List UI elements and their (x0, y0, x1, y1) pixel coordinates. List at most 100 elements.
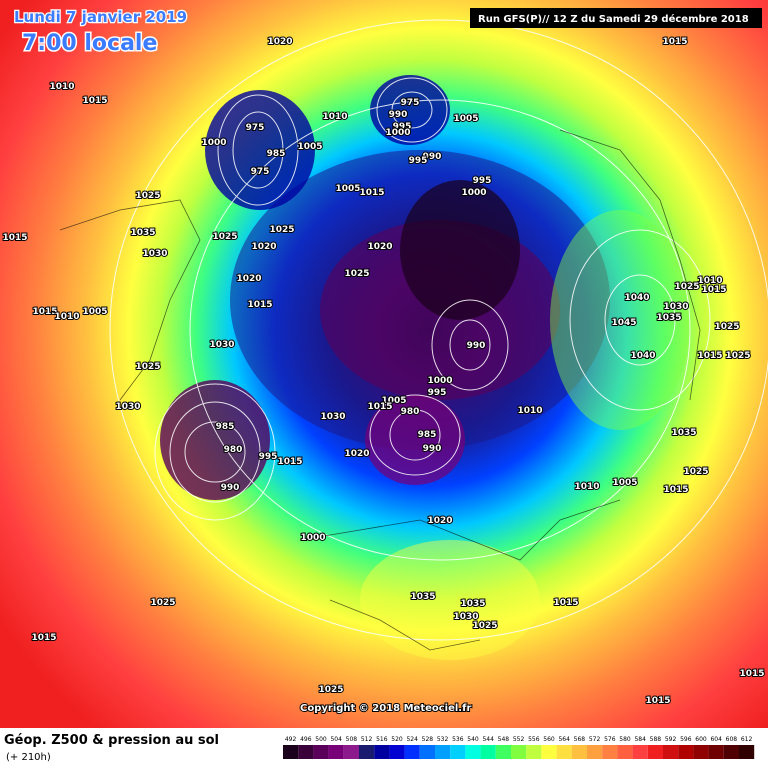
isobar-label: 1020 (344, 449, 369, 459)
colorbar-swatch (556, 745, 572, 759)
isobar-label: 1010 (49, 82, 74, 92)
low (160, 380, 270, 500)
colorbar-swatch (678, 745, 694, 759)
isobar-label: 990 (423, 152, 442, 162)
isobar-label: 1015 (645, 696, 670, 706)
colorbar-swatch (739, 745, 755, 759)
isobar-label: 1035 (671, 428, 696, 438)
isobar-label: 1030 (453, 612, 478, 622)
isobar-label: 1000 (427, 376, 452, 386)
isobar-label: 1045 (611, 318, 636, 328)
colorbar-swatch (647, 745, 663, 759)
colorbar-swatch (617, 745, 633, 759)
colorbar-label: 544 (482, 736, 494, 743)
colorbar-swatch (435, 745, 451, 759)
isobar-label: 1005 (297, 142, 322, 152)
isobar-label: 1040 (624, 293, 649, 303)
colorbar-swatch (708, 745, 724, 759)
colorbar-swatch (587, 745, 603, 759)
colorbar-swatch (571, 745, 587, 759)
isobar-label: 1030 (209, 340, 234, 350)
colorbar-swatch (419, 745, 435, 759)
isobar-label: 1030 (663, 302, 688, 312)
isobar-label: 1020 (267, 37, 292, 47)
isobar-label: 985 (418, 430, 437, 440)
colorbar-label: 496 (300, 736, 312, 743)
colorbar-label: 500 (315, 736, 327, 743)
isobar-label: 1005 (335, 184, 360, 194)
colorbar-label: 504 (330, 736, 342, 743)
isobar-label: 1025 (472, 621, 497, 631)
subtitle: 7:00 locale (22, 31, 157, 56)
isobar-label: 1015 (2, 233, 27, 243)
colorbar-label: 560 (543, 736, 555, 743)
colorbar-swatch (404, 745, 420, 759)
colorbar-label: 564 (558, 736, 570, 743)
colorbar-label: 580 (619, 736, 631, 743)
low (205, 90, 315, 210)
coastlines (59, 129, 701, 651)
isobar-label: 1020 (236, 274, 261, 284)
isobar-label: 1035 (460, 599, 485, 609)
isobar-label: 1025 (318, 685, 343, 695)
isobar-label: 975 (401, 98, 420, 108)
isobar-label: 1010 (517, 406, 542, 416)
ridge (360, 540, 540, 660)
copyright: Copyright © 2018 Meteociel.fr (300, 703, 471, 714)
colorbar-swatch (328, 745, 344, 759)
isobar-label: 1000 (300, 533, 325, 543)
isobar-label: 1000 (461, 188, 486, 198)
colorbar-label: 584 (634, 736, 646, 743)
colorbar-label: 592 (665, 736, 677, 743)
colorbar-label: 516 (376, 736, 388, 743)
isobar-label: 990 (389, 110, 408, 120)
colorbar-swatch (495, 745, 511, 759)
isobar-label: 1010 (54, 312, 79, 322)
colorbar-swatch (283, 745, 299, 759)
isobar-label: 1015 (32, 307, 57, 317)
isobar-label: 1035 (410, 592, 435, 602)
isobar-label: 1025 (344, 269, 369, 279)
colorbar-label: 604 (710, 736, 722, 743)
isobar-label: 975 (251, 167, 270, 177)
colorbar-label: 568 (574, 736, 586, 743)
isobar-label: 1025 (150, 598, 175, 608)
isobar-label: 1010 (697, 276, 722, 286)
isobar-label: 980 (401, 407, 420, 417)
colorbar-swatch (450, 745, 466, 759)
colorbar-swatch (389, 745, 405, 759)
isobar-label: 1020 (251, 242, 276, 252)
isobar-label: 990 (221, 483, 240, 493)
colorbar-label: 556 (528, 736, 540, 743)
isobar-label: 1005 (612, 478, 637, 488)
isobar-label: 1015 (553, 598, 578, 608)
colorbar-label: 548 (498, 736, 510, 743)
isobar-label: 1015 (359, 188, 384, 198)
isobar-label: 1015 (82, 96, 107, 106)
colorbar-label: 524 (406, 736, 418, 743)
isobar-label: 1010 (574, 482, 599, 492)
isobar-label: 1015 (247, 300, 272, 310)
footer-title: Géop. Z500 & pression au sol (4, 733, 219, 748)
title: Lundi 7 janvier 2019 (14, 8, 187, 26)
colorbar-swatch (663, 745, 679, 759)
colorbar-label: 572 (589, 736, 601, 743)
isobar-label: 995 (473, 176, 492, 186)
isobars (109, 19, 768, 641)
isobar-label: 1030 (142, 249, 167, 259)
isobar-label: 995 (259, 452, 278, 462)
isobar-label: 975 (246, 123, 265, 133)
colorbar-swatch (632, 745, 648, 759)
isobar-label: 985 (267, 149, 286, 159)
isobar-label: 985 (216, 422, 235, 432)
isobar-label: 1025 (674, 282, 699, 292)
colorbar-swatch (693, 745, 709, 759)
run-box (470, 8, 762, 28)
isobar-label: 1020 (427, 516, 452, 526)
isobar-label: 1025 (714, 322, 739, 332)
colorbar-label: 512 (361, 736, 373, 743)
isobar-label: 995 (428, 388, 447, 398)
colorbar-label: 576 (604, 736, 616, 743)
